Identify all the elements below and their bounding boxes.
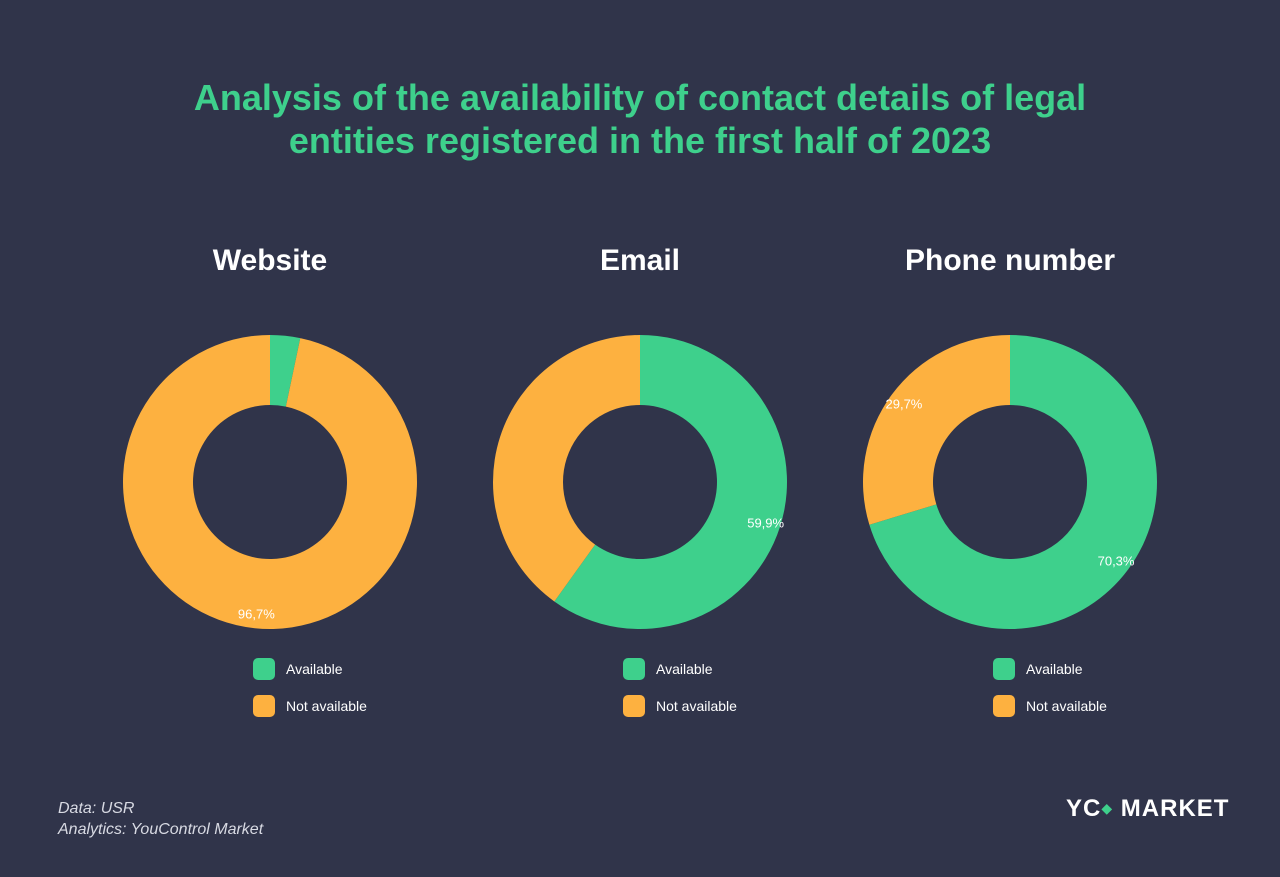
legend-label-not-available: Not available <box>286 698 367 714</box>
logo-text-yc: YC <box>1066 795 1102 822</box>
slice-available <box>554 335 787 629</box>
website-donut-chart: 96,7% <box>122 335 417 629</box>
legend-swatch-not-available <box>623 695 645 717</box>
legend-label-available: Available <box>286 661 343 677</box>
logo-text-market: MARKET <box>1120 795 1230 822</box>
chart-title: Analysis of the availability of contact … <box>140 76 1140 162</box>
website-panel: Website 96,7% Available Not available <box>110 240 430 730</box>
data-label-available: 70,3% <box>1098 554 1135 569</box>
source-footer: Data: USR Analytics: YouControl Market <box>58 798 263 840</box>
legend-label-not-available: Not available <box>1026 698 1107 714</box>
website-chart-title: Website <box>212 244 328 277</box>
slice-available <box>869 335 1157 629</box>
slice-available <box>270 335 301 407</box>
email-donut-chart: 59,9% <box>493 335 787 629</box>
legend-swatch-available <box>623 658 645 680</box>
data-label-available: 59,9% <box>747 515 784 530</box>
legend-label-not-available: Not available <box>656 698 737 714</box>
logo-mark-icon: ◆ <box>1101 800 1114 816</box>
slice-not-available <box>863 335 1010 525</box>
legend-swatch-not-available <box>993 695 1015 717</box>
analytics-credit-text: Analytics: YouControl Market <box>58 821 264 838</box>
legend-swatch-not-available <box>253 695 275 717</box>
legend-swatch-available <box>993 658 1015 680</box>
chart-title-line-1: Analysis of the availability of contact … <box>193 77 1087 118</box>
phone-number-donut-chart: 70,3% 29,7% <box>863 335 1157 629</box>
slice-not-available <box>493 335 640 602</box>
chart-title-line-2: entities registered in the first half of… <box>288 120 992 161</box>
legend-label-available: Available <box>656 661 713 677</box>
legend-swatch-available <box>253 658 275 680</box>
yc-market-logo: YC◆ MARKET <box>1066 795 1229 823</box>
data-label-not-available: 96,7% <box>238 606 275 621</box>
legend-label-available: Available <box>1026 661 1083 677</box>
email-panel: Email 59,9% Available Not available <box>480 240 800 730</box>
slice-not-available <box>122 335 417 629</box>
data-label-not-available: 29,7% <box>886 396 923 411</box>
data-source-text: Data: USR <box>58 800 135 817</box>
phone-number-panel: Phone number 70,3% 29,7% Available Not av… <box>850 240 1170 730</box>
email-chart-title: Email <box>599 244 681 277</box>
phone-number-chart-title: Phone number <box>904 244 1115 277</box>
